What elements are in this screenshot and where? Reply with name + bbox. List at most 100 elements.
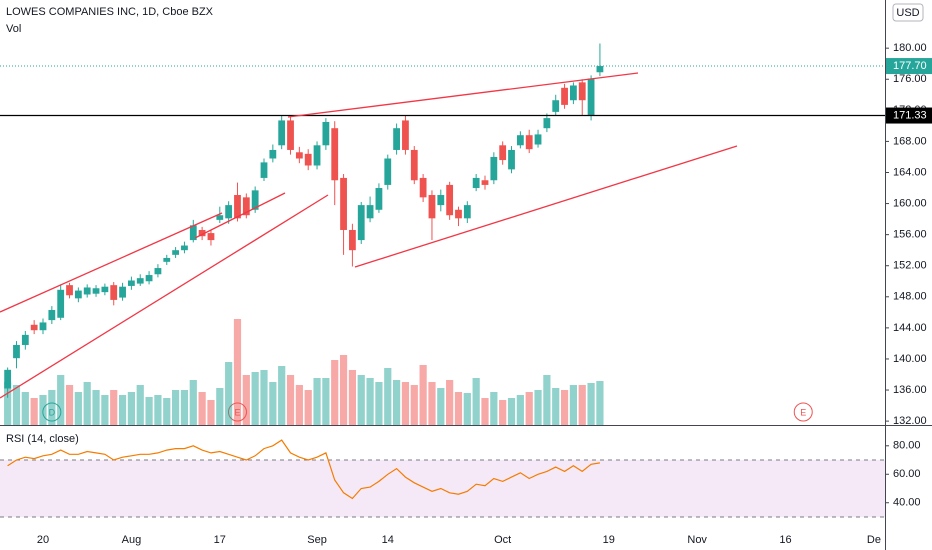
volume-bar [92,390,100,425]
x-tick-label: Oct [494,534,511,546]
candle-body [295,152,303,159]
volume-bar [499,400,507,425]
candle-body [446,184,454,216]
y-tick-label: 156.00 [893,229,927,241]
candle-body [366,205,374,219]
volume-bar [286,375,295,425]
candle-body [39,322,47,331]
candle-body [402,120,409,150]
volume-bar [48,390,56,425]
candle-body [375,188,383,210]
volume-bar [136,385,144,425]
candle-body [525,135,533,150]
volume-bar [384,368,392,425]
candle-body [340,177,347,230]
volume-bar [401,382,410,425]
x-tick-label: 16 [779,534,791,546]
candle-body [313,145,321,166]
candle-body [437,195,445,206]
candle-body [154,268,162,275]
currency[interactable]: USD [896,7,919,19]
volume-bar [507,398,516,425]
candle-body [561,87,568,105]
candle-body [92,288,100,294]
volume-bar [4,382,12,425]
volume-bar [21,392,29,425]
volume-bar [419,365,427,425]
y-tick-label: 164.00 [893,166,927,178]
y-tick-label: 140.00 [893,353,927,365]
volume-bar [569,385,577,425]
volume-bar [145,397,153,425]
candle-body [181,245,188,251]
volume-bar [74,392,82,425]
volume-bar [39,395,47,425]
candle-body [490,156,498,181]
volume-bar [57,375,65,425]
candle-body [499,145,507,161]
volume-bar [304,390,312,425]
y-tick-label: 80.00 [893,440,921,452]
candle-body [570,85,577,101]
trend-line [0,194,329,399]
y-tick-label: 160.00 [893,197,927,209]
candle-body [596,66,604,73]
hline-label: 171.33 [893,109,927,121]
volume-bar [198,392,206,425]
volume-bar [322,378,330,425]
plot-layer: 132.00 136.00 140.00 144.00 148.00 152.00 156.… [0,42,927,546]
candle-body [242,197,250,216]
x-tick-label: Nov [687,534,707,546]
volume-bar [260,370,268,425]
x-tick-label: De [867,534,881,546]
candle-body [463,205,471,219]
candle-body [83,287,91,295]
last-price-label: 177.70 [893,60,927,72]
rsi-band [0,460,885,517]
trend-lines [0,72,738,399]
candle-body [234,195,241,219]
candle-body [172,250,179,255]
volume-bar [339,355,348,425]
volume-bar [30,398,38,425]
volume-bar [543,375,551,425]
candle-body [516,135,524,146]
chart-title: LOWES COMPANIES INC, 1D, Cboe BZX [6,6,214,18]
volume-bar [375,382,383,425]
y-tick-label: 136.00 [893,384,927,396]
volume-bar [207,400,215,425]
y-tick-label: 40.00 [893,497,921,509]
volume-bar [552,388,560,425]
candle-body [357,205,365,241]
volume-bar [225,362,233,425]
volume-bar [534,390,542,425]
candle-body [349,229,356,251]
candle-body [508,149,515,170]
candle-body [552,100,560,112]
volume-bar [233,319,242,425]
y-tick-label: 180.00 [893,42,927,54]
volume-bar [172,390,180,425]
y-tick-label: 152.00 [893,260,927,272]
volume-bar [472,378,480,425]
currency-box[interactable] [892,3,924,22]
volume-bar [101,395,109,425]
volume-bar [393,380,401,425]
candle-body [128,280,135,286]
volume-bar [348,370,356,425]
candle-body [269,149,277,159]
volume-bar [596,381,604,425]
volume-bar [587,383,595,425]
candle-body [13,344,20,359]
volume-bar [437,388,445,425]
candle-body [110,285,118,300]
candle-body [428,195,436,219]
volume-bar [189,380,197,425]
x-tick-label: 20 [37,534,49,546]
volume-bar [12,385,21,425]
candle-body [101,286,109,293]
y-tick-label: 176.00 [893,73,927,85]
volume-bar [366,378,374,425]
volume-bar [481,398,489,425]
